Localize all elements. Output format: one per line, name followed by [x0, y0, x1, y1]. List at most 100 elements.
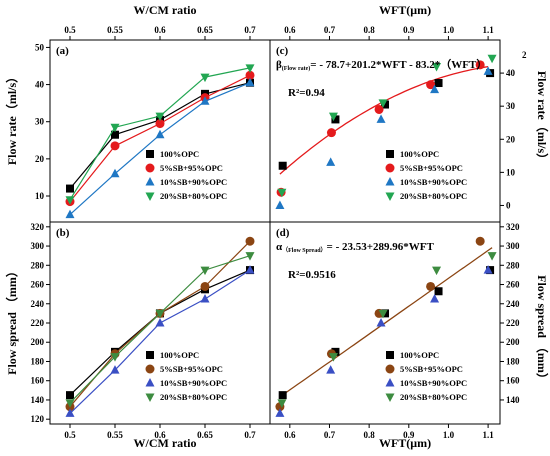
y-tick-label: 30 — [506, 101, 516, 111]
fit-line — [279, 247, 493, 398]
legend-marker — [145, 163, 155, 173]
legend-label: 20%SB+80%OPC — [160, 392, 227, 402]
series-0-point — [278, 161, 287, 170]
series-1-point — [475, 60, 485, 70]
y-tick-label: 240 — [31, 299, 45, 309]
legend-marker — [145, 364, 155, 374]
x-tick-label: 0.6 — [284, 430, 296, 440]
top-x-title-left: W/CM ratio — [134, 3, 197, 17]
series-1-point — [110, 141, 120, 151]
y-tick-label: 320 — [506, 222, 520, 232]
fit-equation: β(Flow rate)= - 78.7+201.2*WFT - 83.2*（W… — [276, 58, 487, 72]
y-tick-label: 160 — [31, 376, 45, 386]
series-3-point — [432, 62, 442, 72]
y-tick-label: 320 — [31, 222, 45, 232]
series-2-point — [200, 96, 210, 105]
y-tick-label: 40 — [506, 68, 516, 78]
legend-label: 5%SB+95%OPC — [400, 163, 463, 173]
legend-label: 20%SB+80%OPC — [400, 191, 467, 201]
series-1-point — [155, 119, 165, 129]
series-3-point — [487, 252, 497, 261]
legend-label: 100%OPC — [400, 350, 439, 360]
series-0-point — [381, 100, 389, 109]
series-0-point — [111, 130, 119, 139]
equation-superscript: 2 — [522, 50, 527, 60]
x-tick-label: 0.7 — [244, 430, 256, 440]
x-tick-label: 0.6 — [284, 25, 296, 35]
panel-b: (b) 0.5 0.55 0.6 0.65 0.7 120 140 160 180 200 220 24… — [31, 221, 271, 440]
equation-subscript: (Flow rate) — [282, 65, 311, 72]
series-3-point — [328, 112, 338, 122]
panel-a: (a) 0.5 0.55 0.6 0.65 0.7 10 20 30 40 50 100%OPC 5%S… — [35, 25, 271, 223]
panel-d: (d) 0.6 0.7 0.8 0.9 1.0 1.1 140 160 180 200 220 240 2… — [269, 221, 520, 440]
legend-label: 100%OPC — [160, 149, 199, 159]
legend-marker — [145, 192, 155, 201]
y-tick-label: 40 — [35, 80, 45, 90]
r-squared: R²=0.9516 — [288, 269, 336, 281]
legend-label: 5%SB+95%OPC — [400, 364, 463, 374]
panel-label-d: (d) — [276, 227, 290, 239]
y-tick-label: 10 — [35, 191, 45, 201]
y-tick-label: 10 — [506, 167, 516, 177]
series-0-line — [69, 269, 251, 396]
series-0-point — [434, 287, 443, 296]
legend-marker — [385, 378, 395, 387]
series-2-point — [245, 265, 255, 274]
right-y-title-top: Flow rate（ml/s） — [535, 71, 550, 165]
series-0-point — [66, 391, 74, 400]
legend-marker — [146, 351, 154, 359]
equation-symbol: β — [276, 59, 282, 71]
x-tick-label: 0.65 — [197, 25, 213, 35]
legend-label: 10%SB+90%OPC — [400, 378, 467, 388]
series-3-point — [155, 112, 165, 122]
series-2-point — [65, 408, 75, 417]
series-3-point — [245, 252, 255, 261]
x-tick-label: 0.55 — [107, 25, 123, 35]
x-tick-label: 0.6 — [154, 430, 166, 440]
series-2-point — [275, 408, 285, 417]
y-tick-label: 160 — [506, 376, 520, 386]
x-tick-label: 0.65 — [197, 430, 213, 440]
series-3-point — [65, 399, 75, 408]
y-tick-label: 200 — [506, 337, 520, 347]
y-tick-label: 300 — [31, 241, 45, 251]
y-tick-label: 200 — [31, 337, 45, 347]
equation-body: = - 78.7+201.2*WFT - 83.2*（WFT） — [310, 58, 487, 71]
series-2-point — [155, 129, 165, 139]
x-tick-label: 0.8 — [364, 25, 376, 35]
panel-label-a: (a) — [56, 45, 69, 57]
outer-labels: W/CM ratio WFT(μm) W/CM ratio WFT(μm) Fl… — [4, 3, 550, 450]
y-tick-label: 260 — [506, 280, 520, 290]
legend-marker — [385, 192, 395, 201]
panel-label-c: (c) — [276, 45, 289, 57]
series-0-point — [434, 79, 443, 88]
fit-equation: α（Flow Spread）= - 23.53+289.96*WFT — [276, 241, 434, 254]
y-tick-label: 300 — [506, 241, 520, 251]
legend-marker — [145, 378, 155, 387]
legend-marker — [385, 393, 395, 402]
y-tick-label: 140 — [506, 395, 520, 405]
legend-label: 10%SB+90%OPC — [160, 177, 227, 187]
x-tick-label: 0.55 — [107, 430, 123, 440]
series-3-point — [378, 309, 388, 319]
series-3-point — [200, 73, 210, 83]
top-x-title-right: WFT(μm) — [379, 3, 431, 17]
x-tick-label: 1.0 — [443, 430, 455, 440]
series-2-point — [110, 365, 120, 374]
x-tick-label: 0.9 — [403, 430, 415, 440]
y-tick-label: 120 — [31, 414, 45, 424]
series-2-point — [483, 265, 493, 274]
left-y-title-bottom: Flow spread （mm） — [4, 265, 19, 375]
legend-marker — [145, 393, 155, 402]
series-2-point — [245, 77, 255, 87]
legend-label: 10%SB+90%OPC — [160, 378, 227, 388]
y-tick-label: 280 — [31, 260, 45, 270]
legend-label: 20%SB+80%OPC — [400, 392, 467, 402]
equation-subscript: （Flow Spread） — [282, 246, 326, 254]
right-y-title-bottom: Flow spread （mm） — [535, 275, 550, 385]
legend-marker — [386, 351, 394, 359]
series-3-point — [487, 54, 497, 64]
series-2-point — [483, 66, 493, 75]
y-tick-label: 280 — [506, 260, 520, 270]
